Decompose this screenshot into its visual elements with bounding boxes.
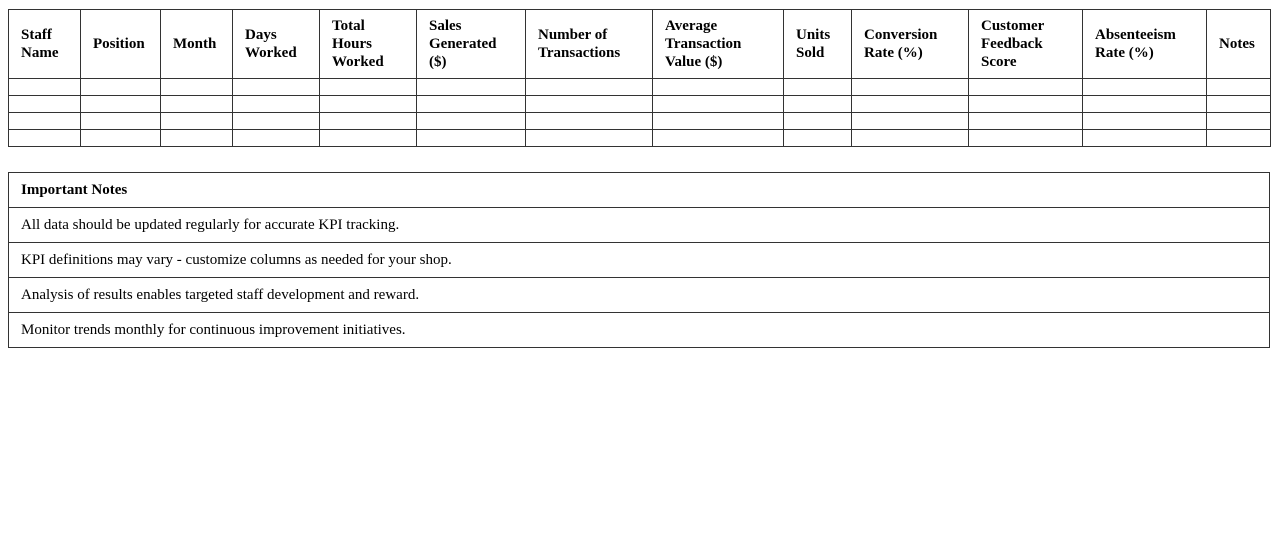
table-cell[interactable] [968,112,1083,130]
table-cell[interactable] [319,95,417,113]
note-item: KPI definitions may vary - customize col… [8,242,1270,278]
table-cell[interactable] [968,95,1083,113]
table-cell[interactable] [1206,78,1271,96]
table-cell[interactable] [783,95,852,113]
table-cell[interactable] [8,95,81,113]
table-cell[interactable] [1206,129,1271,147]
table-cell[interactable] [1206,112,1271,130]
table-cell[interactable] [851,78,969,96]
table-cell[interactable] [783,112,852,130]
table-cell[interactable] [416,129,526,147]
table-cell[interactable] [232,129,320,147]
table-cell[interactable] [232,78,320,96]
table-cell[interactable] [652,129,784,147]
header-days-worked: Days Worked [232,9,320,79]
table-cell[interactable] [416,95,526,113]
header-position: Position [80,9,161,79]
table-cell[interactable] [319,129,417,147]
table-cell[interactable] [783,129,852,147]
table-cell[interactable] [232,95,320,113]
table-cell[interactable] [525,112,653,130]
kpi-table: Staff Name Position Month Days Worked To… [8,9,1271,147]
table-cell[interactable] [1082,78,1207,96]
table-cell[interactable] [851,95,969,113]
header-transactions: Number of Transactions [525,9,653,79]
table-cell[interactable] [160,112,233,130]
table-row [8,78,1271,96]
table-cell[interactable] [80,112,161,130]
header-sales: Sales Generated ($) [416,9,526,79]
table-cell[interactable] [319,112,417,130]
table-cell[interactable] [968,78,1083,96]
table-cell[interactable] [851,112,969,130]
table-cell[interactable] [851,129,969,147]
table-cell[interactable] [525,129,653,147]
header-total-hours: Total Hours Worked [319,9,417,79]
table-cell[interactable] [1206,95,1271,113]
table-cell[interactable] [416,78,526,96]
table-cell[interactable] [8,78,81,96]
note-item: Monitor trends monthly for continuous im… [8,312,1270,348]
header-units-sold: Units Sold [783,9,852,79]
table-cell[interactable] [1082,95,1207,113]
table-row [8,129,1271,147]
table-cell[interactable] [783,78,852,96]
table-cell[interactable] [80,129,161,147]
header-avg-transaction: Average Transaction Value ($) [652,9,784,79]
table-cell[interactable] [80,95,161,113]
table-row [8,95,1271,113]
table-cell[interactable] [525,78,653,96]
table-cell[interactable] [160,95,233,113]
table-cell[interactable] [80,78,161,96]
table-cell[interactable] [8,129,81,147]
header-staff-name: Staff Name [8,9,81,79]
header-row: Staff Name Position Month Days Worked To… [8,9,1271,79]
table-cell[interactable] [652,78,784,96]
table-cell[interactable] [1082,112,1207,130]
table-cell[interactable] [416,112,526,130]
header-feedback-score: Customer Feedback Score [968,9,1083,79]
note-item: All data should be updated regularly for… [8,207,1270,243]
header-conversion-rate: Conversion Rate (%) [851,9,969,79]
note-item: Analysis of results enables targeted sta… [8,277,1270,313]
table-cell[interactable] [652,112,784,130]
table-cell[interactable] [8,112,81,130]
table-cell[interactable] [160,129,233,147]
table-cell[interactable] [319,78,417,96]
important-notes-table: Important Notes All data should be updat… [8,172,1270,348]
table-cell[interactable] [1082,129,1207,147]
header-notes: Notes [1206,9,1271,79]
header-absenteeism: Absenteeism Rate (%) [1082,9,1207,79]
table-cell[interactable] [525,95,653,113]
notes-title: Important Notes [8,172,1270,208]
table-row [8,112,1271,130]
table-cell[interactable] [652,95,784,113]
header-month: Month [160,9,233,79]
table-cell[interactable] [160,78,233,96]
table-cell[interactable] [232,112,320,130]
table-cell[interactable] [968,129,1083,147]
